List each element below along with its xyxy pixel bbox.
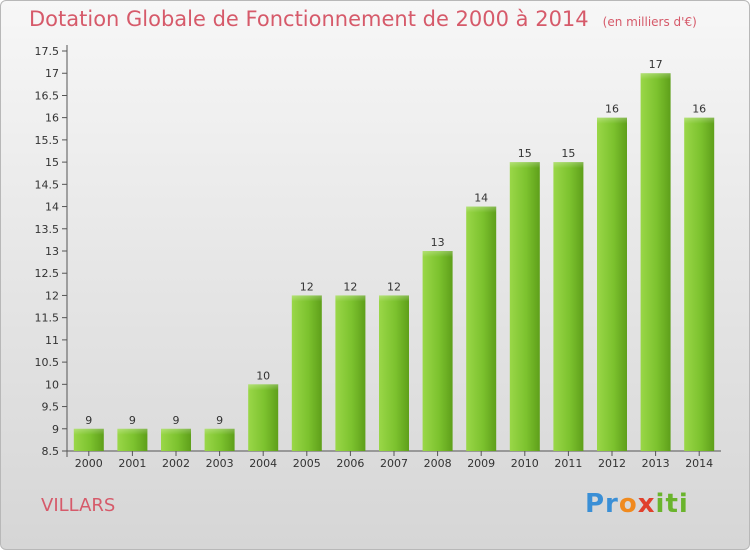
- value-label: 13: [431, 236, 445, 249]
- bar-highlight: [597, 117, 627, 124]
- bar-2014: [684, 117, 715, 452]
- x-tick-label: 2000: [75, 457, 103, 470]
- x-tick-label: 2007: [380, 457, 408, 470]
- chart-title: Dotation Globale de Fonctionnement de 20…: [29, 7, 697, 31]
- x-tick-label: 2009: [467, 457, 495, 470]
- bar-highlight: [291, 295, 322, 302]
- y-tick-label: 16: [45, 112, 59, 125]
- bar-2004: [248, 384, 279, 451]
- value-label: 12: [343, 280, 357, 293]
- chart-unit: (en milliers d'€): [602, 15, 697, 29]
- commune-name: VILLARS: [41, 495, 116, 516]
- y-tick-label: 10: [45, 378, 59, 391]
- bar-2011: [553, 162, 584, 451]
- bar-highlight: [684, 117, 715, 124]
- x-tick-label: 2008: [424, 457, 452, 470]
- bar-highlight: [640, 73, 671, 80]
- y-tick-label: 14.5: [35, 178, 60, 191]
- value-label: 14: [474, 192, 488, 205]
- value-label: 15: [518, 147, 532, 160]
- bar-2005: [291, 295, 322, 451]
- x-tick-label: 2004: [249, 457, 277, 470]
- bar-highlight: [466, 206, 497, 213]
- y-tick-label: 9.5: [42, 401, 60, 414]
- bar-highlight: [248, 384, 279, 391]
- bar-2008: [422, 251, 453, 451]
- value-label: 9: [129, 414, 136, 427]
- bar-highlight: [73, 428, 104, 435]
- axes: 8.5 9 9.5 10 10.5 11 11.5 12 12.5 13 13.5 14 14.5 15 1…: [35, 45, 721, 458]
- y-tick-label: 12: [45, 289, 59, 302]
- x-tick-label: 2013: [642, 457, 670, 470]
- value-label: 15: [561, 147, 575, 160]
- x-tick-label: 2011: [554, 457, 582, 470]
- x-tick-label: 2014: [685, 457, 713, 470]
- bar-2006: [335, 295, 366, 451]
- y-tick-label: 17: [45, 67, 59, 80]
- bar-2010: [509, 162, 540, 451]
- x-tick-label: 2001: [118, 457, 146, 470]
- bar-2007: [379, 295, 409, 451]
- x-tick-label: 2003: [206, 457, 234, 470]
- y-tick-label: 14: [45, 201, 59, 214]
- y-tick-label: 13.5: [35, 223, 60, 236]
- y-tick-label: 11: [45, 334, 59, 347]
- y-tick-label: 15.5: [35, 134, 60, 147]
- bar-2013: [640, 73, 671, 451]
- bar-highlight: [204, 428, 235, 435]
- bar-highlight: [117, 428, 148, 435]
- y-tick-label: 17.5: [35, 45, 60, 58]
- x-tick-label: 2012: [598, 457, 626, 470]
- y-tick-label: 10.5: [35, 356, 60, 369]
- chart-title-text: Dotation Globale de Fonctionnement de 20…: [29, 7, 589, 31]
- bars: [73, 73, 715, 452]
- value-label: 16: [605, 103, 619, 116]
- value-label: 12: [300, 280, 314, 293]
- value-label: 9: [216, 414, 223, 427]
- bar-highlight: [379, 295, 409, 302]
- y-tick-label: 9: [52, 423, 59, 436]
- x-tick-label: 2010: [511, 457, 539, 470]
- bar-highlight: [422, 251, 453, 257]
- y-tick-label: 13: [45, 245, 59, 258]
- value-label: 12: [387, 280, 401, 293]
- value-label: 9: [85, 414, 92, 427]
- proxiti-logo: Proxiti: [585, 489, 689, 519]
- y-tick-label: 11.5: [35, 312, 60, 325]
- bar-2009: [466, 206, 497, 451]
- bar-highlight: [335, 295, 366, 302]
- bar-2012: [597, 117, 627, 452]
- x-tick-label: 2006: [336, 457, 364, 470]
- value-label: 16: [692, 103, 706, 116]
- labels: 9 2000 9 2001 9 2002 9 2003 10 2004 12 2005 12 2006 12…: [75, 58, 713, 470]
- y-tick-label: 12.5: [35, 267, 60, 280]
- bar-highlight: [161, 428, 191, 435]
- y-tick-label: 15: [45, 156, 59, 169]
- bar-highlight: [509, 162, 540, 169]
- bar-highlight: [553, 162, 584, 169]
- y-tick-label: 16.5: [35, 89, 60, 102]
- x-tick-label: 2005: [293, 457, 321, 470]
- x-tick-label: 2002: [162, 457, 190, 470]
- value-label: 17: [649, 58, 663, 71]
- value-label: 10: [256, 369, 270, 382]
- value-label: 9: [173, 414, 180, 427]
- y-tick-label: 8.5: [42, 445, 60, 458]
